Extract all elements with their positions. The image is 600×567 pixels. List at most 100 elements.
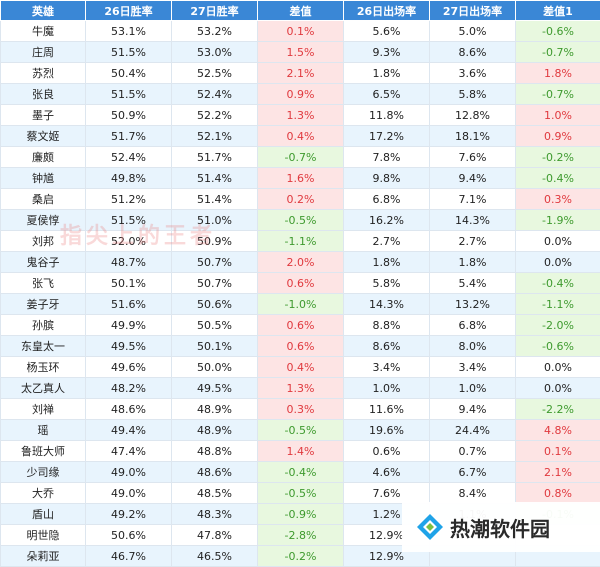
cell-diff: 0.1% <box>258 21 344 42</box>
cell-winrate-26: 51.5% <box>86 84 172 105</box>
col-header-winrate-27[interactable]: 27日胜率 <box>172 1 258 21</box>
cell-winrate-26: 48.7% <box>86 252 172 273</box>
cell-winrate-26: 49.6% <box>86 357 172 378</box>
cell-winrate-27: 50.9% <box>172 231 258 252</box>
cell-hero: 钟馗 <box>1 168 86 189</box>
cell-hero: 太乙真人 <box>1 378 86 399</box>
cell-winrate-27: 52.2% <box>172 105 258 126</box>
cell-diff1: -0.4% <box>516 168 600 189</box>
header-row: 英雄 26日胜率 27日胜率 差值 26日出场率 27日出场率 差值1 <box>1 1 600 21</box>
cell-winrate-27: 51.4% <box>172 189 258 210</box>
cell-pickrate-26: 6.8% <box>344 189 430 210</box>
cell-pickrate-26: 3.4% <box>344 357 430 378</box>
cell-winrate-26: 52.0% <box>86 231 172 252</box>
cell-winrate-27: 48.9% <box>172 399 258 420</box>
cell-diff1: 0.0% <box>516 231 600 252</box>
col-header-winrate-26[interactable]: 26日胜率 <box>86 1 172 21</box>
col-header-diff1[interactable]: 差值1 <box>516 1 600 21</box>
cell-hero: 鲁班大师 <box>1 441 86 462</box>
cell-diff1: 2.1% <box>516 462 600 483</box>
cell-hero: 苏烈 <box>1 63 86 84</box>
cell-diff1: -1.9% <box>516 210 600 231</box>
cell-winrate-26: 49.0% <box>86 462 172 483</box>
cell-winrate-27: 50.5% <box>172 315 258 336</box>
cell-diff1: 0.8% <box>516 483 600 504</box>
cell-hero: 桑启 <box>1 189 86 210</box>
cell-pickrate-26: 17.2% <box>344 126 430 147</box>
col-header-diff[interactable]: 差值 <box>258 1 344 21</box>
cell-diff1: 4.8% <box>516 420 600 441</box>
cell-pickrate-26: 4.6% <box>344 462 430 483</box>
cell-pickrate-26: 11.6% <box>344 399 430 420</box>
cell-diff1: -0.2% <box>516 147 600 168</box>
cell-diff1: -1.1% <box>516 294 600 315</box>
cell-pickrate-26: 6.5% <box>344 84 430 105</box>
cell-hero: 刘禅 <box>1 399 86 420</box>
cell-hero: 姜子牙 <box>1 294 86 315</box>
cell-diff1: 0.0% <box>516 378 600 399</box>
cell-winrate-26: 50.9% <box>86 105 172 126</box>
cell-pickrate-27: 1.0% <box>430 378 516 399</box>
col-header-hero[interactable]: 英雄 <box>1 1 86 21</box>
cell-winrate-26: 51.2% <box>86 189 172 210</box>
cell-winrate-27: 53.2% <box>172 21 258 42</box>
cell-diff: -0.4% <box>258 462 344 483</box>
cell-diff: -0.7% <box>258 147 344 168</box>
cell-winrate-27: 51.7% <box>172 147 258 168</box>
cell-winrate-26: 51.7% <box>86 126 172 147</box>
cell-winrate-27: 48.9% <box>172 420 258 441</box>
cell-diff: -0.9% <box>258 504 344 525</box>
cell-hero: 张良 <box>1 84 86 105</box>
cell-diff1: -0.7% <box>516 42 600 63</box>
cell-winrate-26: 49.8% <box>86 168 172 189</box>
cell-winrate-27: 48.3% <box>172 504 258 525</box>
cell-pickrate-26: 5.8% <box>344 273 430 294</box>
cell-winrate-26: 51.5% <box>86 42 172 63</box>
cell-hero: 刘邦 <box>1 231 86 252</box>
cell-winrate-26: 51.5% <box>86 210 172 231</box>
cell-winrate-26: 50.6% <box>86 525 172 546</box>
cell-diff: 0.3% <box>258 399 344 420</box>
cell-hero: 牛魔 <box>1 21 86 42</box>
cell-diff1: -2.2% <box>516 399 600 420</box>
cell-diff: -2.8% <box>258 525 344 546</box>
cell-pickrate-27: 18.1% <box>430 126 516 147</box>
cell-diff: 2.0% <box>258 252 344 273</box>
cell-pickrate-26: 9.3% <box>344 42 430 63</box>
cell-diff1: 0.0% <box>516 252 600 273</box>
cell-pickrate-27: 5.8% <box>430 84 516 105</box>
cell-winrate-27: 50.7% <box>172 252 258 273</box>
cell-winrate-27: 46.5% <box>172 546 258 567</box>
cell-diff: 1.6% <box>258 168 344 189</box>
cell-diff: 1.3% <box>258 105 344 126</box>
cell-pickrate-26: 0.6% <box>344 441 430 462</box>
cell-pickrate-27: 6.8% <box>430 315 516 336</box>
cell-pickrate-27: 6.7% <box>430 462 516 483</box>
col-header-pickrate-26[interactable]: 26日出场率 <box>344 1 430 21</box>
cell-diff: 1.3% <box>258 378 344 399</box>
cell-hero: 明世隐 <box>1 525 86 546</box>
cell-pickrate-27: 5.0% <box>430 21 516 42</box>
cell-winrate-27: 52.1% <box>172 126 258 147</box>
cell-diff: 1.4% <box>258 441 344 462</box>
cell-hero: 墨子 <box>1 105 86 126</box>
cell-diff1: -0.7% <box>516 84 600 105</box>
cell-pickrate-26: 1.0% <box>344 378 430 399</box>
cell-winrate-26: 50.1% <box>86 273 172 294</box>
cell-winrate-27: 50.0% <box>172 357 258 378</box>
col-header-pickrate-27[interactable]: 27日出场率 <box>430 1 516 21</box>
cell-diff1: 1.8% <box>516 63 600 84</box>
cell-pickrate-26: 16.2% <box>344 210 430 231</box>
cell-diff: -0.5% <box>258 210 344 231</box>
cell-hero: 东皇太一 <box>1 336 86 357</box>
